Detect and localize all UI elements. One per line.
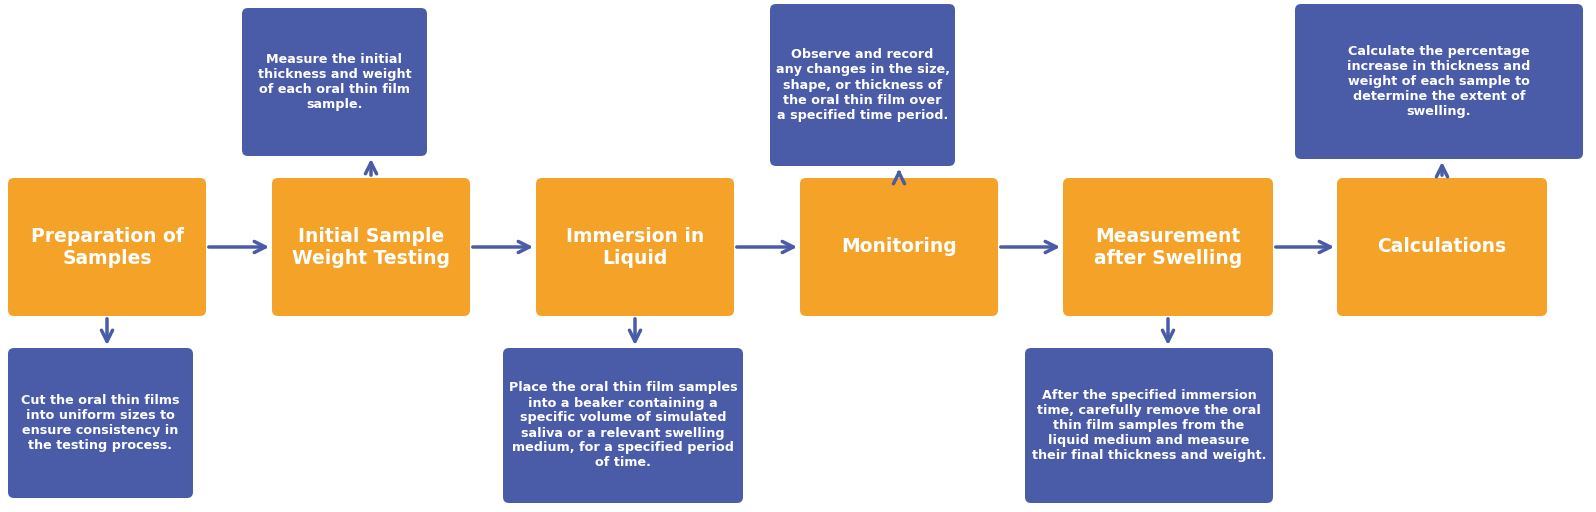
Text: Measurement
after Swelling: Measurement after Swelling [1093,226,1242,267]
Text: Calculations: Calculations [1377,238,1507,257]
FancyBboxPatch shape [8,348,193,498]
Text: Calculate the percentage
increase in thickness and
weight of each sample to
dete: Calculate the percentage increase in thi… [1347,45,1531,118]
Text: Initial Sample
Weight Testing: Initial Sample Weight Testing [292,226,450,267]
Text: Immersion in
Liquid: Immersion in Liquid [567,226,704,267]
Text: Monitoring: Monitoring [841,238,958,257]
FancyBboxPatch shape [536,178,734,316]
Text: After the specified immersion
time, carefully remove the oral
thin film samples : After the specified immersion time, care… [1031,389,1266,462]
Text: Cut the oral thin films
into uniform sizes to
ensure consistency in
the testing : Cut the oral thin films into uniform siz… [21,394,180,452]
FancyBboxPatch shape [271,178,469,316]
Text: Measure the initial
thickness and weight
of each oral thin film
sample.: Measure the initial thickness and weight… [257,53,412,111]
FancyBboxPatch shape [243,8,428,156]
Text: Observe and record
any changes in the size,
shape, or thickness of
the oral thin: Observe and record any changes in the si… [776,49,950,121]
FancyBboxPatch shape [1337,178,1547,316]
FancyBboxPatch shape [1025,348,1274,503]
Text: Place the oral thin film samples
into a beaker containing a
specific volume of s: Place the oral thin film samples into a … [509,381,737,470]
FancyBboxPatch shape [1063,178,1274,316]
FancyBboxPatch shape [800,178,998,316]
FancyBboxPatch shape [503,348,744,503]
FancyBboxPatch shape [769,4,954,166]
FancyBboxPatch shape [1294,4,1583,159]
Text: Preparation of
Samples: Preparation of Samples [30,226,184,267]
FancyBboxPatch shape [8,178,206,316]
